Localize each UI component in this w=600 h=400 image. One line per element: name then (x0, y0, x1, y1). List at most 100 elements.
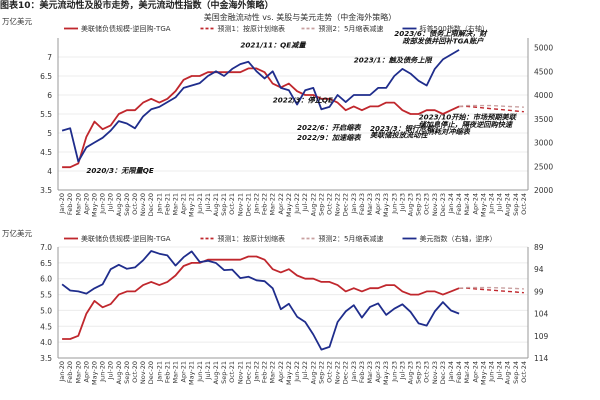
x-tick-label: Jul-23 (398, 361, 406, 380)
left-tick-label: 4 (47, 167, 52, 176)
right-tick-label: 4000 (534, 91, 553, 100)
x-tick-label: Aug-23 (407, 193, 415, 216)
x-tick-label: Dec-23 (439, 361, 447, 384)
x-tick-label: Jan-21 (155, 193, 163, 215)
left-tick-label: 6.5 (40, 72, 52, 81)
x-tick-label: Aug-21 (212, 193, 220, 216)
x-tick-label: Nov-22 (334, 361, 342, 384)
annotation: 2021/11：QE减量 (240, 41, 306, 50)
left-tick-label: 3.5 (40, 186, 52, 195)
x-tick-label: Apr-22 (277, 193, 285, 214)
x-tick-label: Mar-22 (269, 361, 277, 383)
x-tick-label: Jan-22 (253, 361, 261, 383)
legend-label: 标普500指数（右轴） (420, 24, 489, 33)
x-tick-label: Sep-20 (123, 361, 131, 384)
legend-entry: 美联储负债规模-逆回购-TGA (64, 24, 171, 33)
x-tick-label: Oct-23 (423, 361, 431, 383)
x-tick-label: Mar-24 (463, 361, 471, 383)
right-tick-label: 99 (534, 287, 544, 296)
x-tick-label: Jul-23 (398, 193, 406, 212)
x-tick-label: Sep-21 (220, 361, 228, 384)
x-tick-label: Apr-21 (180, 193, 188, 214)
legend-entry: 标普500指数（右轴） (402, 24, 489, 33)
x-tick-label: Mar-21 (172, 193, 180, 215)
legend-label: 美联储负债规模-逆回购-TGA (81, 24, 171, 33)
x-tick-label: Dec-21 (244, 193, 252, 216)
annotation: 2023/6：债务上限解决，财 (394, 29, 488, 38)
left-tick-label: 3.5 (40, 354, 52, 363)
x-tick-label: Aug-22 (309, 361, 317, 384)
x-tick-label: Jun-24 (488, 193, 496, 215)
x-tick-label: Feb-23 (358, 193, 366, 215)
legend-label: 预测1：按原计划缩表 (218, 24, 285, 33)
left-tick-label: 5.0 (40, 306, 52, 315)
x-tick-label: Sep-22 (317, 193, 325, 216)
panel-sp500-liquidity: 美国金融流动性 vs. 美股与美元走势（中金海外策略） 万亿美元 3.5 4 4.5 5 5… (2, 12, 553, 217)
legend-label: 美元指数（右轴，逆序） (420, 234, 497, 243)
x-tick-label: Jan-23 (350, 361, 358, 383)
x-tick-label: Feb-20 (66, 361, 74, 383)
x-tick-label: Apr-21 (180, 361, 188, 382)
x-tick-label: Jul-22 (301, 361, 309, 380)
series-line-3 (459, 104, 524, 108)
x-tick-label: May-24 (479, 193, 487, 217)
x-tick-label: Oct-22 (325, 361, 333, 383)
figure-caption: 图表10：美元流动性及股市走势，美元流动性指数（中金海外策略） (0, 1, 274, 11)
x-tick-label: Oct-21 (228, 193, 236, 215)
x-tick-label: Jul-22 (301, 193, 309, 212)
x-tick-label: Aug-20 (115, 361, 123, 384)
x-tick-label: Oct-22 (325, 193, 333, 215)
x-tick-label: Apr-23 (374, 193, 382, 214)
x-tick-label: Jul-20 (107, 361, 115, 380)
x-tick-label: Jan-23 (350, 193, 358, 215)
x-tick-label: Jul-24 (496, 361, 504, 380)
left-tick-label: 5 (47, 129, 52, 138)
x-tick-label: Nov-23 (431, 193, 439, 216)
series-line-4 (61, 49, 460, 163)
series-line-1 (62, 255, 460, 340)
x-tick-label: Apr-24 (471, 193, 479, 214)
legend-entry: 预测2：5月缩表减速 (301, 24, 383, 33)
x-tick-label: Jun-20 (99, 361, 107, 383)
x-tick-label: Jan-22 (253, 193, 261, 215)
x-tick-label: Apr-20 (82, 193, 90, 214)
annotation: 2023/10开始：市场预期美联 (419, 113, 518, 122)
x-tick-label: Jul-24 (496, 193, 504, 212)
x-tick-label: Jun-20 (99, 193, 107, 215)
x-tick-label: May-22 (285, 361, 293, 385)
x-tick-label: Nov-21 (236, 361, 244, 384)
x-tick-label: Jan-24 (447, 193, 455, 215)
x-tick-label: Feb-24 (455, 193, 463, 215)
x-tick-label: Sep-24 (512, 193, 520, 216)
x-tick-label: Oct-23 (423, 193, 431, 215)
x-tick-label: Jul-21 (204, 193, 212, 212)
x-tick-label: Jul-20 (107, 193, 115, 212)
left-tick-label: 5.5 (40, 110, 52, 119)
x-tick-label: Aug-24 (504, 193, 512, 216)
x-tick-label: Mar-20 (74, 193, 82, 215)
x-tick-label: Oct-24 (520, 193, 528, 215)
x-tick-label: May-21 (188, 193, 196, 217)
left-axis-unit: 万亿美元 (2, 16, 32, 26)
x-tick-label: Jun-21 (196, 361, 204, 383)
x-tick-label: Feb-23 (358, 361, 366, 383)
right-tick-label: 114 (534, 354, 549, 363)
x-tick-label: Aug-23 (407, 361, 415, 384)
right-tick-label: 3500 (534, 115, 553, 124)
x-tick-label: Nov-22 (334, 193, 342, 216)
left-tick-label: 6.0 (40, 275, 52, 284)
left-tick-label: 5.5 (40, 291, 52, 300)
series-line-3 (459, 286, 524, 290)
series-line-2 (459, 105, 524, 113)
left-tick-label: 6.5 (40, 259, 52, 268)
x-tick-label: Jun-22 (293, 361, 301, 383)
x-tick-label: Feb-22 (261, 193, 269, 215)
left-tick-label: 4.5 (40, 148, 52, 157)
x-tick-label: May-20 (90, 193, 98, 217)
x-tick-label: May-21 (188, 361, 196, 385)
x-tick-label: Feb-21 (163, 361, 171, 383)
x-tick-label: May-20 (90, 361, 98, 385)
right-tick-label: 104 (534, 310, 549, 319)
x-tick-label: Jan-20 (58, 361, 66, 383)
legend-entry: 预测1：按原计划缩表 (200, 24, 285, 33)
